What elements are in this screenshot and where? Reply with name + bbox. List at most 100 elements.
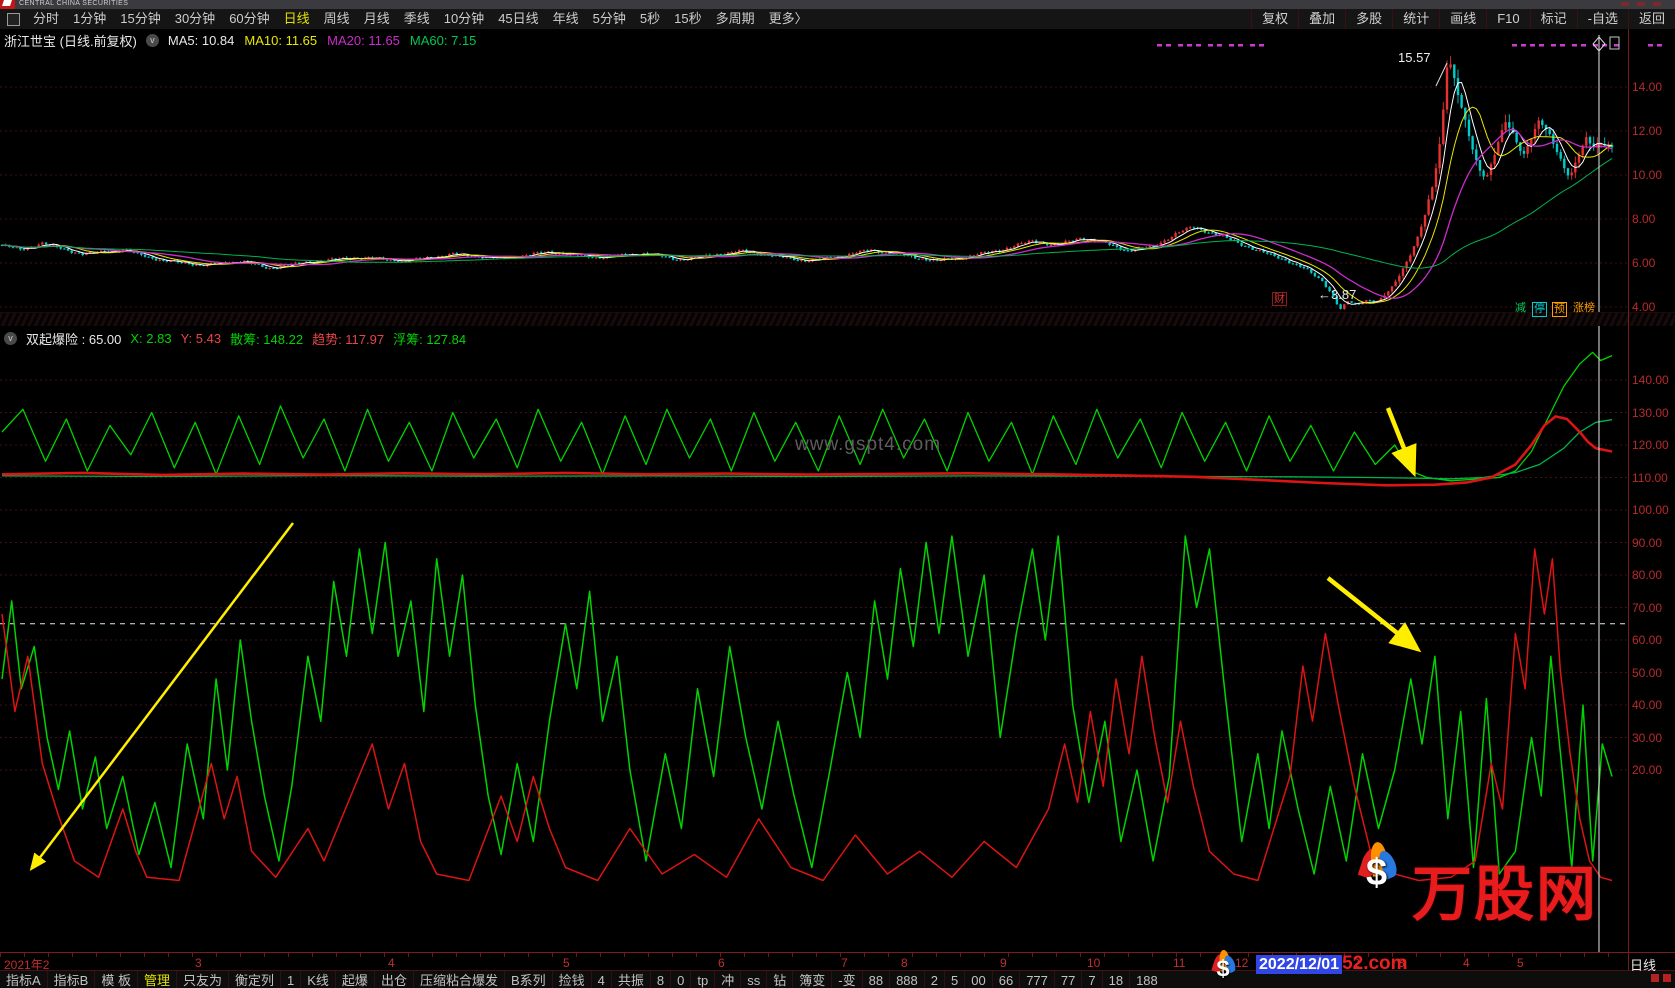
event-tag-减[interactable]: 减 <box>1515 302 1526 314</box>
indicator-tab-衡定列[interactable]: 衡定列 <box>228 971 280 988</box>
period-周线[interactable]: 周线 <box>323 11 350 26</box>
window-mark-icon[interactable] <box>1637 2 1645 6</box>
period-月线[interactable]: 月线 <box>363 11 390 26</box>
period-5分钟[interactable]: 5分钟 <box>592 11 626 26</box>
period-5秒[interactable]: 5秒 <box>639 11 661 26</box>
toolbar-right-buttons: 复权 叠加 多股 统计 画线 F10 标记 -自选 返回 <box>1251 9 1675 29</box>
period-45日线[interactable]: 45日线 <box>498 11 539 26</box>
indicator-tab-共振[interactable]: 共振 <box>610 971 650 988</box>
toolbar-button--自选[interactable]: -自选 <box>1576 9 1628 29</box>
event-tag-停[interactable]: 停 <box>1532 302 1547 317</box>
indicator-tab-2[interactable]: 2 <box>923 971 944 988</box>
window-mark-icon[interactable] <box>1653 2 1661 6</box>
period-15分钟[interactable]: 15分钟 <box>120 11 161 26</box>
tab-bar-corner-icons[interactable] <box>1651 971 1675 982</box>
indicator-panel[interactable]: v 双起爆险 : 65.00 X: 2.83 Y: 5.43 散筹: 148.22 趋势:… <box>0 326 1675 982</box>
toolbar-button-复权[interactable]: 复权 <box>1251 9 1298 29</box>
finance-event-tag[interactable]: 财 <box>1272 292 1287 306</box>
indicator-tab-1[interactable]: 1 <box>280 971 300 988</box>
toolbar-button-F10[interactable]: F10 <box>1486 9 1529 29</box>
indicator-tab-出仓[interactable]: 出仓 <box>373 971 413 988</box>
ma-values: MA5: 10.84 MA10: 11.65 MA20: 11.65 MA60: 7.… <box>168 33 477 48</box>
rooster-logo-icon: $ <box>1357 841 1408 914</box>
indicator-tab-00[interactable]: 00 <box>964 971 991 988</box>
toolbar-button-多股[interactable]: 多股 <box>1345 9 1392 29</box>
indicator-tab-188[interactable]: 188 <box>1129 971 1164 988</box>
indicator-tab-指标B[interactable]: 指标B <box>46 971 95 988</box>
indicator-tab-5[interactable]: 5 <box>944 971 964 988</box>
indicator-tab-77[interactable]: 77 <box>1053 971 1081 988</box>
candlestick-chart[interactable] <box>0 29 1675 312</box>
indicator-axis-label: 60.00 <box>1632 633 1663 647</box>
indicator-chart[interactable] <box>0 326 1675 952</box>
corner-icon[interactable] <box>1663 974 1671 982</box>
chart-header: 浙江世宝 (日线.前复权) v MA5: 10.84 MA10: 11.65 MA2… <box>4 31 476 50</box>
indicator-tab-模 板[interactable]: 模 板 <box>94 971 137 988</box>
indicator-tab-K线[interactable]: K线 <box>300 971 335 988</box>
time-axis-ticks <box>0 953 1628 957</box>
indicator-tab-66[interactable]: 66 <box>991 971 1019 988</box>
indicator-tab--变[interactable]: -变 <box>831 971 861 988</box>
low-price-label: ←3.87 <box>1318 287 1357 302</box>
toolbar-button-标记[interactable]: 标记 <box>1529 9 1577 29</box>
broker-logo-icon <box>0 0 15 9</box>
toolbar-button-画线[interactable]: 画线 <box>1439 9 1486 29</box>
period-更多〉[interactable]: 更多〉 <box>768 11 808 26</box>
window-mark-icon[interactable] <box>1621 2 1629 6</box>
period-15秒[interactable]: 15秒 <box>674 11 702 26</box>
window-controls[interactable] <box>1621 2 1661 6</box>
price-axis-label: 14.00 <box>1632 80 1663 94</box>
indicator-tab-88[interactable]: 88 <box>861 971 889 988</box>
corner-icon[interactable] <box>1651 974 1659 982</box>
indicator-tab-钻[interactable]: 钻 <box>766 971 792 988</box>
indicator-tab-B系列[interactable]: B系列 <box>503 971 552 988</box>
event-tag-预[interactable]: 预 <box>1552 302 1567 317</box>
toolbar-button-统计[interactable]: 统计 <box>1392 9 1439 29</box>
toolbar-button-返回[interactable]: 返回 <box>1627 9 1675 29</box>
indicator-axis-label: 70.00 <box>1632 600 1663 615</box>
indicator-tab-777[interactable]: 777 <box>1019 971 1054 988</box>
indicator-tab-4[interactable]: 4 <box>590 971 611 988</box>
period-30分钟[interactable]: 30分钟 <box>174 11 216 26</box>
chevron-down-icon[interactable]: v <box>4 332 17 345</box>
indicator-tab-捡钱[interactable]: 捡钱 <box>551 971 591 988</box>
chevron-down-icon[interactable]: v <box>145 34 159 47</box>
event-tag-涨榜[interactable]: 涨榜 <box>1573 302 1595 314</box>
time-axis-label: 2021年2 <box>4 958 50 972</box>
indicator-tab-指标A[interactable]: 指标A <box>6 973 41 988</box>
indicator-tab-tp[interactable]: tp <box>690 971 714 988</box>
indicator-tab-888[interactable]: 888 <box>889 971 924 988</box>
indicator-tab-起爆[interactable]: 起爆 <box>334 971 374 988</box>
period-1分钟[interactable]: 1分钟 <box>73 11 107 26</box>
toolbar-button-叠加[interactable]: 叠加 <box>1298 9 1345 29</box>
ma-value: MA60: 7.15 <box>409 33 477 48</box>
main-candlestick-panel[interactable]: 浙江世宝 (日线.前复权) v MA5: 10.84 MA10: 11.65 MA2… <box>0 29 1675 317</box>
peak-price-label: 15.57 <box>1398 50 1431 65</box>
indicator-tab-0[interactable]: 0 <box>670 971 690 988</box>
indicator-tab-8[interactable]: 8 <box>649 971 670 988</box>
indicator-tab-7[interactable]: 7 <box>1081 971 1101 988</box>
indicator-tab-管理[interactable]: 管理 <box>136 971 176 988</box>
price-axis-line <box>1628 29 1629 970</box>
time-axis-label: 7 <box>841 956 848 970</box>
period-10分钟[interactable]: 10分钟 <box>443 11 485 26</box>
indicator-axis-label: 110.00 <box>1632 470 1668 485</box>
time-axis-label: 9 <box>1000 956 1007 970</box>
period-分时[interactable]: 分时 <box>33 11 60 26</box>
period-60分钟[interactable]: 60分钟 <box>229 11 270 26</box>
indicator-tab-压缩粘合爆发[interactable]: 压缩粘合爆发 <box>412 971 504 988</box>
indicator-tab-ss[interactable]: ss <box>740 971 766 988</box>
indicator-tab-只友为[interactable]: 只友为 <box>175 971 228 988</box>
period-corner-label: 日线 <box>1630 958 1657 973</box>
indicator-tab-18[interactable]: 18 <box>1101 971 1129 988</box>
indicator-tab-bar: 指标A 指标B 模 板管理 只友为 衡定列 1 K线 起爆 出仓 压缩粘合爆发 B系列 捡钱 4 共振 8 0… <box>0 970 1675 988</box>
period-年线[interactable]: 年线 <box>552 11 579 26</box>
grid-view-icon[interactable] <box>7 12 20 26</box>
time-axis-label: 12 <box>1235 956 1249 970</box>
indicator-tab-冲[interactable]: 冲 <box>714 971 740 988</box>
period-季线[interactable]: 季线 <box>403 11 430 26</box>
period-多周期[interactable]: 多周期 <box>715 11 755 26</box>
period-日线[interactable]: 日线 <box>283 11 310 26</box>
indicator-tab-簿变[interactable]: 簿变 <box>792 971 831 988</box>
watermark-date: 2022/12/01 <box>1256 955 1343 974</box>
